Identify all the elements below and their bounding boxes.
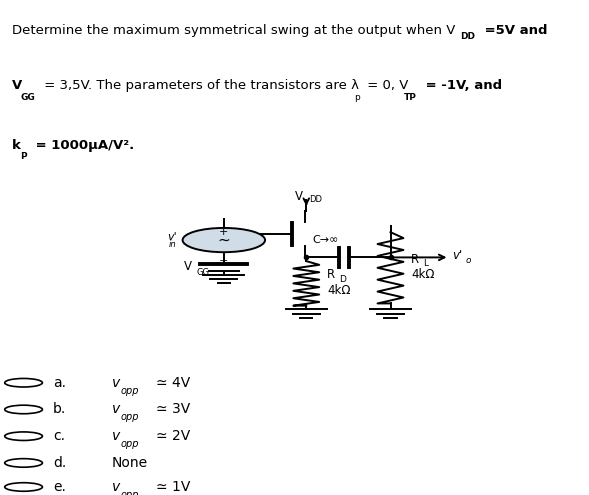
Text: = -1V, and: = -1V, and [421,79,502,92]
Text: +: + [219,227,229,237]
Text: ≃ 2V: ≃ 2V [156,429,190,443]
Text: = 3,5V. The parameters of the transistors are λ: = 3,5V. The parameters of the transistor… [40,79,359,92]
Text: Determine the maximum symmetrical swing at the output when V: Determine the maximum symmetrical swing … [12,24,455,37]
Text: e.: e. [53,480,66,494]
Text: o: o [466,256,471,265]
Text: V: V [12,79,22,92]
Text: k: k [12,139,21,151]
Text: =5V and: =5V and [480,24,548,37]
Text: c.: c. [53,429,65,443]
FancyBboxPatch shape [100,372,277,394]
Text: ≃ 3V: ≃ 3V [156,402,190,416]
Text: v': v' [167,232,177,242]
Text: None: None [112,456,148,470]
Text: DD: DD [309,195,322,204]
Text: R: R [327,268,335,281]
Text: GG: GG [196,268,209,277]
Circle shape [183,228,265,252]
Text: D: D [339,275,346,284]
Text: GG: GG [20,93,35,102]
Text: L: L [423,259,428,268]
Text: V: V [183,259,191,273]
Text: DD: DD [461,32,475,41]
Text: 4kΩ: 4kΩ [327,284,350,297]
Text: v: v [112,429,120,443]
Text: v': v' [452,249,462,262]
Text: opp: opp [121,490,139,495]
Text: a.: a. [53,376,66,390]
FancyBboxPatch shape [100,399,277,420]
FancyBboxPatch shape [100,476,277,495]
Text: b.: b. [53,402,66,416]
Text: R: R [411,252,419,266]
Text: = 0, V: = 0, V [363,79,408,92]
Text: ~: ~ [217,233,230,248]
Text: 4kΩ: 4kΩ [411,268,435,281]
Text: opp: opp [121,386,139,396]
Text: v: v [112,402,120,416]
FancyBboxPatch shape [100,426,277,447]
Text: opp: opp [121,412,139,423]
Text: d.: d. [53,456,66,470]
Text: ≃ 1V: ≃ 1V [156,480,190,494]
Text: opp: opp [121,439,139,449]
Text: ≃ 4V: ≃ 4V [156,376,190,390]
Text: p: p [354,93,360,102]
Text: v: v [112,376,120,390]
Text: TP: TP [403,93,416,102]
FancyBboxPatch shape [100,452,206,474]
Text: C→∞: C→∞ [312,235,339,246]
Text: V: V [295,190,303,203]
Text: P: P [20,152,27,161]
Text: in: in [169,240,177,249]
Text: +: + [219,255,229,266]
Text: = 1000μA/V².: = 1000μA/V². [31,139,134,151]
Text: v: v [112,480,120,494]
